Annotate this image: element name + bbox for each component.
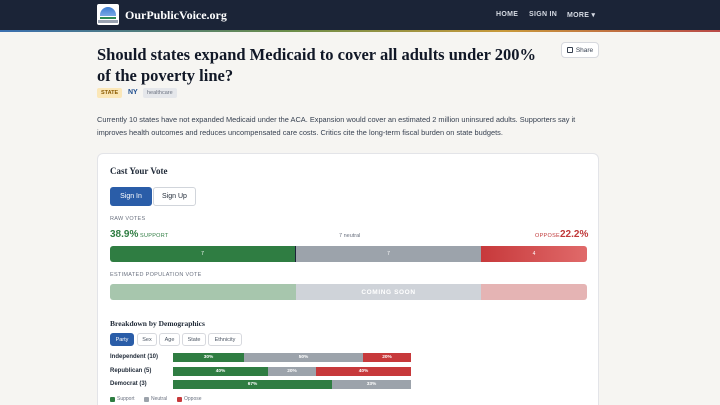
row-label-democrat: Democrat (3) xyxy=(110,381,147,387)
legend-neutral: Neutral xyxy=(144,396,167,402)
estimated-support-bar xyxy=(110,284,296,300)
sign-up-button[interactable]: Sign Up xyxy=(153,187,196,206)
segment-neutral: 33% xyxy=(332,380,411,389)
legend-neutral-label: Neutral xyxy=(151,396,168,402)
brand-name[interactable]: OurPublicVoice.org xyxy=(125,8,227,22)
vote-card-title: Cast Your Vote xyxy=(110,166,168,176)
legend-support-swatch xyxy=(110,396,115,402)
support-label: SUPPORT xyxy=(140,233,169,239)
oppose-percent: 22.2% xyxy=(560,229,589,240)
estimated-oppose-bar xyxy=(481,284,587,300)
question-description: Currently 10 states have not expanded Me… xyxy=(97,115,576,137)
share-button[interactable]: Share xyxy=(561,42,599,58)
segment-support: 40% xyxy=(173,367,268,376)
level-badge: STATE xyxy=(97,88,123,98)
nav-signin-link[interactable]: SIGN IN xyxy=(529,11,558,18)
sign-in-button[interactable]: Sign In xyxy=(110,187,152,206)
legend-support-label: Support xyxy=(117,396,135,402)
share-icon xyxy=(566,47,573,53)
legend-oppose-label: Oppose xyxy=(184,396,202,402)
tab-age[interactable]: Age xyxy=(159,333,180,346)
question-title: Should states expand Medicaid to cover a… xyxy=(97,45,536,85)
coming-soon-overlay: COMING SOON xyxy=(296,284,481,300)
row-label-republican: Republican (5) xyxy=(110,368,152,374)
breakdown-title: Breakdown by Demographics xyxy=(110,319,205,328)
segment-oppose: 40% xyxy=(316,367,411,376)
raw-support-bar: 7 xyxy=(110,246,296,262)
legend-oppose: Oppose xyxy=(177,396,202,402)
estimated-vote-label: ESTIMATED POPULATION VOTE xyxy=(110,272,202,278)
segment-support: 67% xyxy=(173,380,332,389)
nav-home-link[interactable]: HOME xyxy=(496,11,519,18)
segment-neutral: 20% xyxy=(268,367,316,376)
segment-support: 30% xyxy=(173,353,244,362)
nav-more-menu[interactable]: MORE ▾ xyxy=(567,12,596,19)
segment-oppose: 20% xyxy=(363,353,411,362)
legend-oppose-swatch xyxy=(177,396,182,402)
nav-accent-stripe xyxy=(0,30,720,32)
tab-sex[interactable]: Sex xyxy=(137,333,157,346)
raw-neutral-bar: 7 xyxy=(296,246,481,262)
state-tag[interactable]: NY xyxy=(128,89,138,96)
raw-oppose-bar: 4 xyxy=(481,246,587,262)
legend-neutral-swatch xyxy=(144,396,149,402)
legend-support: Support xyxy=(110,396,135,402)
neutral-count-label: 7 neutral xyxy=(339,233,361,239)
top-nav xyxy=(0,0,720,30)
segment-neutral: 50% xyxy=(244,353,363,362)
support-percent: 38.9% xyxy=(110,229,139,240)
oppose-label: OPPOSE xyxy=(535,233,561,239)
topic-tag[interactable]: healthcare xyxy=(143,88,177,98)
share-label: Share xyxy=(575,46,594,54)
site-logo-icon[interactable] xyxy=(97,4,119,25)
raw-votes-label: RAW VOTES xyxy=(110,216,146,222)
tab-ethnicity[interactable]: Ethnicity xyxy=(208,333,242,346)
row-label-independent: Independent (10) xyxy=(110,354,159,360)
tab-party[interactable]: Party xyxy=(110,333,134,346)
tab-state[interactable]: State xyxy=(182,333,206,346)
